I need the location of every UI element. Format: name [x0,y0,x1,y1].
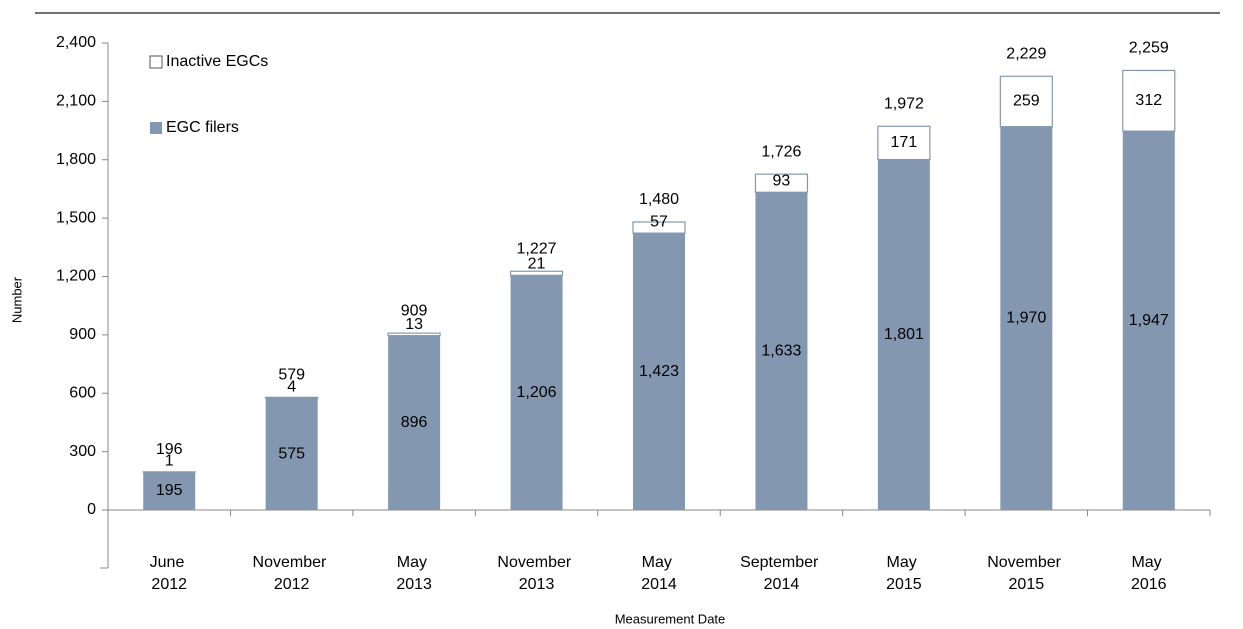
segment-label: 1,947 [1129,312,1169,329]
legend-swatch [149,55,163,69]
segment-label: 195 [156,482,183,499]
bar-segment [877,125,931,161]
x-tick-label: May 2015 [886,554,922,593]
x-tick-label: May 2016 [1131,554,1167,593]
bar-segment [510,275,563,510]
total-label: 579 [278,367,305,384]
legend-label: EGC filers [166,119,239,136]
x-tick-label: November 2015 [987,554,1065,593]
segment-label: 171 [891,134,918,151]
bar-segment [509,270,564,276]
legend-swatch [150,122,162,134]
segment-label: 312 [1135,92,1162,109]
bar-segment [755,192,808,510]
total-label: 1,480 [639,191,679,208]
segment-label: 1,423 [639,363,679,380]
total-label: 196 [156,441,183,458]
total-label: 1,227 [517,240,557,257]
y-tick-label: 2,100 [56,93,96,110]
segment-label: 13 [405,316,423,333]
bar-segment [633,233,685,510]
bar-segment [877,159,930,510]
x-tick-label: May 2013 [396,554,432,593]
y-tick-label: 1,200 [56,268,96,285]
y-tick-label: 900 [69,326,96,343]
bar-segment [387,332,441,337]
segment-label: 259 [1013,93,1040,110]
y-tick-label: 1,800 [56,151,96,168]
y-tick-label: 600 [69,384,96,401]
segment-label: 57 [650,213,668,230]
segment-label: 1,633 [761,342,801,359]
segment-label: 1,206 [517,384,557,401]
x-tick-label: September 2014 [740,554,823,593]
y-tick-label: 1,500 [56,209,96,226]
segment-label: 896 [401,414,428,431]
bar-segment [632,221,686,234]
total-label: 2,259 [1129,40,1169,57]
segment-label: 575 [278,445,305,462]
segment-label: 4 [287,378,296,395]
y-tick-label: 300 [69,443,96,460]
x-tick-label: November 2012 [253,554,331,593]
total-label: 1,726 [761,143,801,160]
x-tick-label: November 2013 [497,554,575,593]
total-label: 909 [401,302,428,319]
x-tick-label: June 2012 [150,554,189,593]
bar-segment [265,396,319,399]
bar-segment [1122,131,1175,511]
bar-segment [999,75,1053,128]
segment-label: 93 [773,172,791,189]
segment-label: 1 [165,452,174,469]
x-axis-label: Measurement Date [615,611,726,626]
segment-label: 1,970 [1006,310,1046,327]
bar-segment [1122,69,1176,132]
bar-segment [1000,126,1053,510]
y-axis-label: Number [9,276,24,323]
bar-segment [388,335,441,510]
total-label: 2,229 [1006,45,1046,62]
segment-label: 21 [528,256,546,273]
total-label: 1,972 [884,96,924,113]
y-tick-label: 2,400 [56,34,96,51]
bar-segment [754,173,809,193]
segment-label: 1,801 [884,326,924,343]
x-tick-label: May 2014 [641,554,677,593]
bar-segment [143,472,196,510]
bar-segment [265,398,318,510]
legend-label: Inactive EGCs [166,53,268,70]
y-tick-label: 0 [87,501,96,518]
